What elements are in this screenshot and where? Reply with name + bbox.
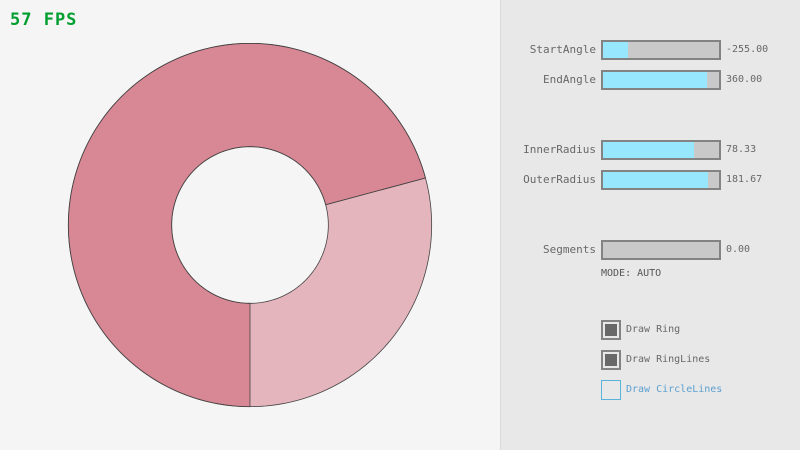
outer-radius-slider[interactable] [601,170,721,190]
slider-segments: Segments 0.00 [501,240,800,260]
slider-label: InnerRadius [523,143,596,156]
slider-start-angle: StartAngle -255.00 [501,40,800,60]
slider-value: 181.67 [726,174,763,185]
checkbox-box[interactable] [601,350,621,370]
slider-label: EndAngle [543,73,596,86]
slider-fill [603,72,708,88]
draw-circle-lines-checkbox[interactable]: Draw CircleLines [601,380,800,400]
draw-ring-checkbox[interactable]: Draw Ring [601,320,800,340]
slider-end-angle: EndAngle 360.00 [501,70,800,90]
fps-counter: 57 FPS [10,10,78,30]
slider-value: 0.00 [726,244,751,255]
check-mark-icon [605,324,617,336]
end-angle-slider[interactable] [601,70,721,90]
draw-ring-lines-checkbox[interactable]: Draw RingLines [601,350,800,370]
slider-fill [603,172,709,188]
check-mark-icon [605,354,617,366]
checkbox-label: Draw RingLines [626,354,711,365]
slider-label: StartAngle [529,43,596,56]
segments-slider[interactable] [601,240,721,260]
checkbox-label: Draw Ring [626,324,681,335]
checkbox-label: Draw CircleLines [626,384,723,395]
slider-label: Segments [543,243,596,256]
slider-label: OuterRadius [523,173,596,186]
slider-value: 360.00 [726,74,763,85]
slider-value: 78.33 [726,144,757,155]
mode-label: MODE: AUTO [601,268,662,279]
slider-inner-radius: InnerRadius 78.33 [501,140,800,160]
ring-sector-1 [67,42,426,408]
checkbox-box[interactable] [601,320,621,340]
checkbox-box[interactable] [601,380,621,400]
ring-canvas [67,42,433,408]
control-panel: StartAngle -255.00 EndAngle 360.00 Inner… [500,0,800,450]
slider-fill [603,42,629,58]
start-angle-slider[interactable] [601,40,721,60]
inner-radius-slider[interactable] [601,140,721,160]
slider-outer-radius: OuterRadius 181.67 [501,170,800,190]
slider-value: -255.00 [726,44,769,55]
slider-fill [603,142,694,158]
